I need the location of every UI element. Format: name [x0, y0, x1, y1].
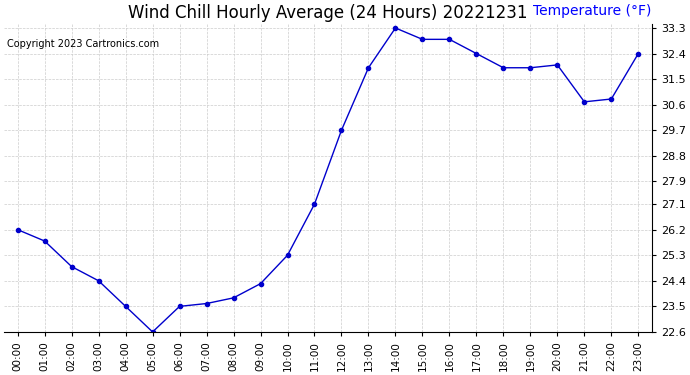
Text: Copyright 2023 Cartronics.com: Copyright 2023 Cartronics.com — [7, 39, 159, 50]
Text: Temperature (°F): Temperature (°F) — [533, 3, 652, 18]
Title: Wind Chill Hourly Average (24 Hours) 20221231: Wind Chill Hourly Average (24 Hours) 202… — [128, 4, 528, 22]
